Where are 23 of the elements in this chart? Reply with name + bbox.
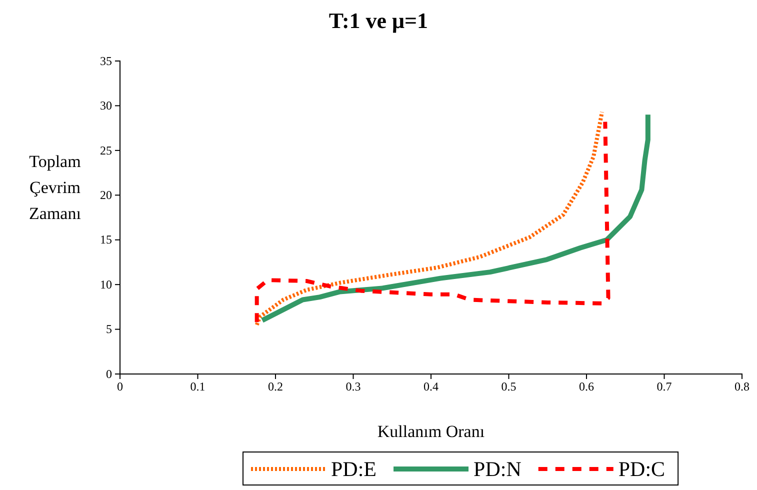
x-tick-label: 0.8 — [734, 380, 750, 394]
x-tick-label: 0.7 — [656, 380, 672, 394]
x-axis-title: Kullanım Oranı — [377, 422, 485, 441]
y-tick-label: 25 — [100, 143, 112, 158]
x-tick-label: 0 — [117, 380, 123, 394]
x-tick-label: 0.2 — [268, 380, 283, 394]
x-tick-label: 0.6 — [579, 380, 594, 394]
x-tick-label: 0.3 — [346, 380, 361, 394]
y-axis-title: Toplam Çevrim Zamanı — [29, 152, 82, 223]
x-tick-label: 0.1 — [190, 380, 206, 394]
legend-label: PD:E — [331, 457, 377, 481]
y-tick-label: 20 — [100, 188, 112, 202]
x-tick-label: 0.5 — [501, 380, 516, 394]
legend-label: PD:C — [618, 457, 666, 481]
y-tick-label: 0 — [106, 366, 112, 381]
x-tick-label: 0.4 — [424, 380, 438, 394]
y-tick-label: 35 — [100, 54, 112, 68]
y-tick-label: 15 — [100, 232, 112, 247]
y-tick-label: 5 — [106, 322, 112, 336]
y-tick-label: 30 — [100, 98, 112, 113]
chart-title: T:1 ve μ=1 — [328, 8, 428, 33]
y-tick-label: 10 — [100, 277, 112, 292]
legend-label: PD:N — [474, 457, 522, 481]
